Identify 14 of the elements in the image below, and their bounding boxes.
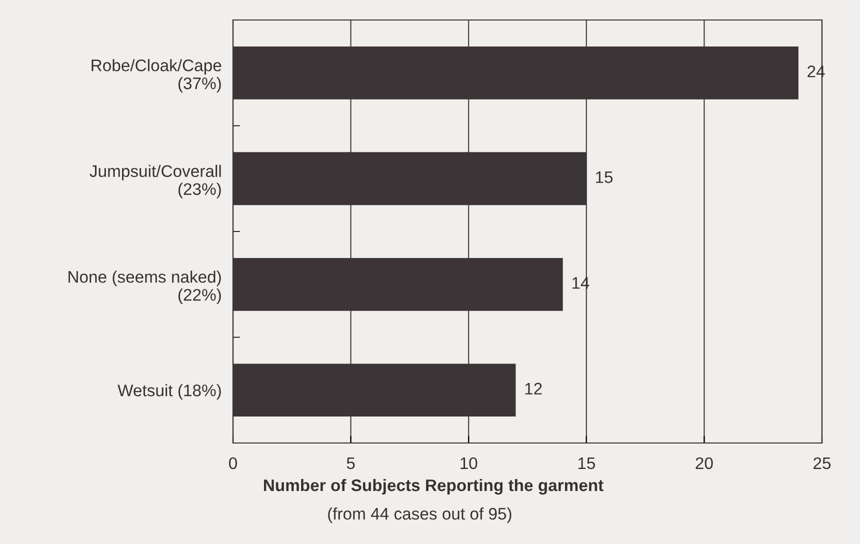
x-tick-label: 5 bbox=[346, 458, 355, 470]
text: (from 44 cases out of 95) bbox=[328, 507, 512, 523]
y-tick-label: Robe/Cloak/Cape (37%) bbox=[92, 59, 222, 93]
y-tick-label: Wetsuit (18%) bbox=[118, 384, 221, 400]
data-label: 12 bbox=[525, 382, 542, 394]
x-tick-label: 25 bbox=[814, 457, 831, 470]
x-tick-label: 15 bbox=[578, 458, 595, 470]
x-tick-label: 20 bbox=[696, 457, 713, 470]
y-tick-label: Jumpsuit/Coverall (23%) bbox=[90, 164, 221, 198]
y-tick-label: None (seems naked) (22%) bbox=[68, 270, 221, 304]
data-label: 15 bbox=[596, 171, 613, 184]
x-tick-label: 0 bbox=[229, 457, 237, 470]
x-tick-label: 10 bbox=[460, 457, 478, 470]
x-axis-title: Number of Subjects Reporting the garment bbox=[264, 478, 604, 495]
